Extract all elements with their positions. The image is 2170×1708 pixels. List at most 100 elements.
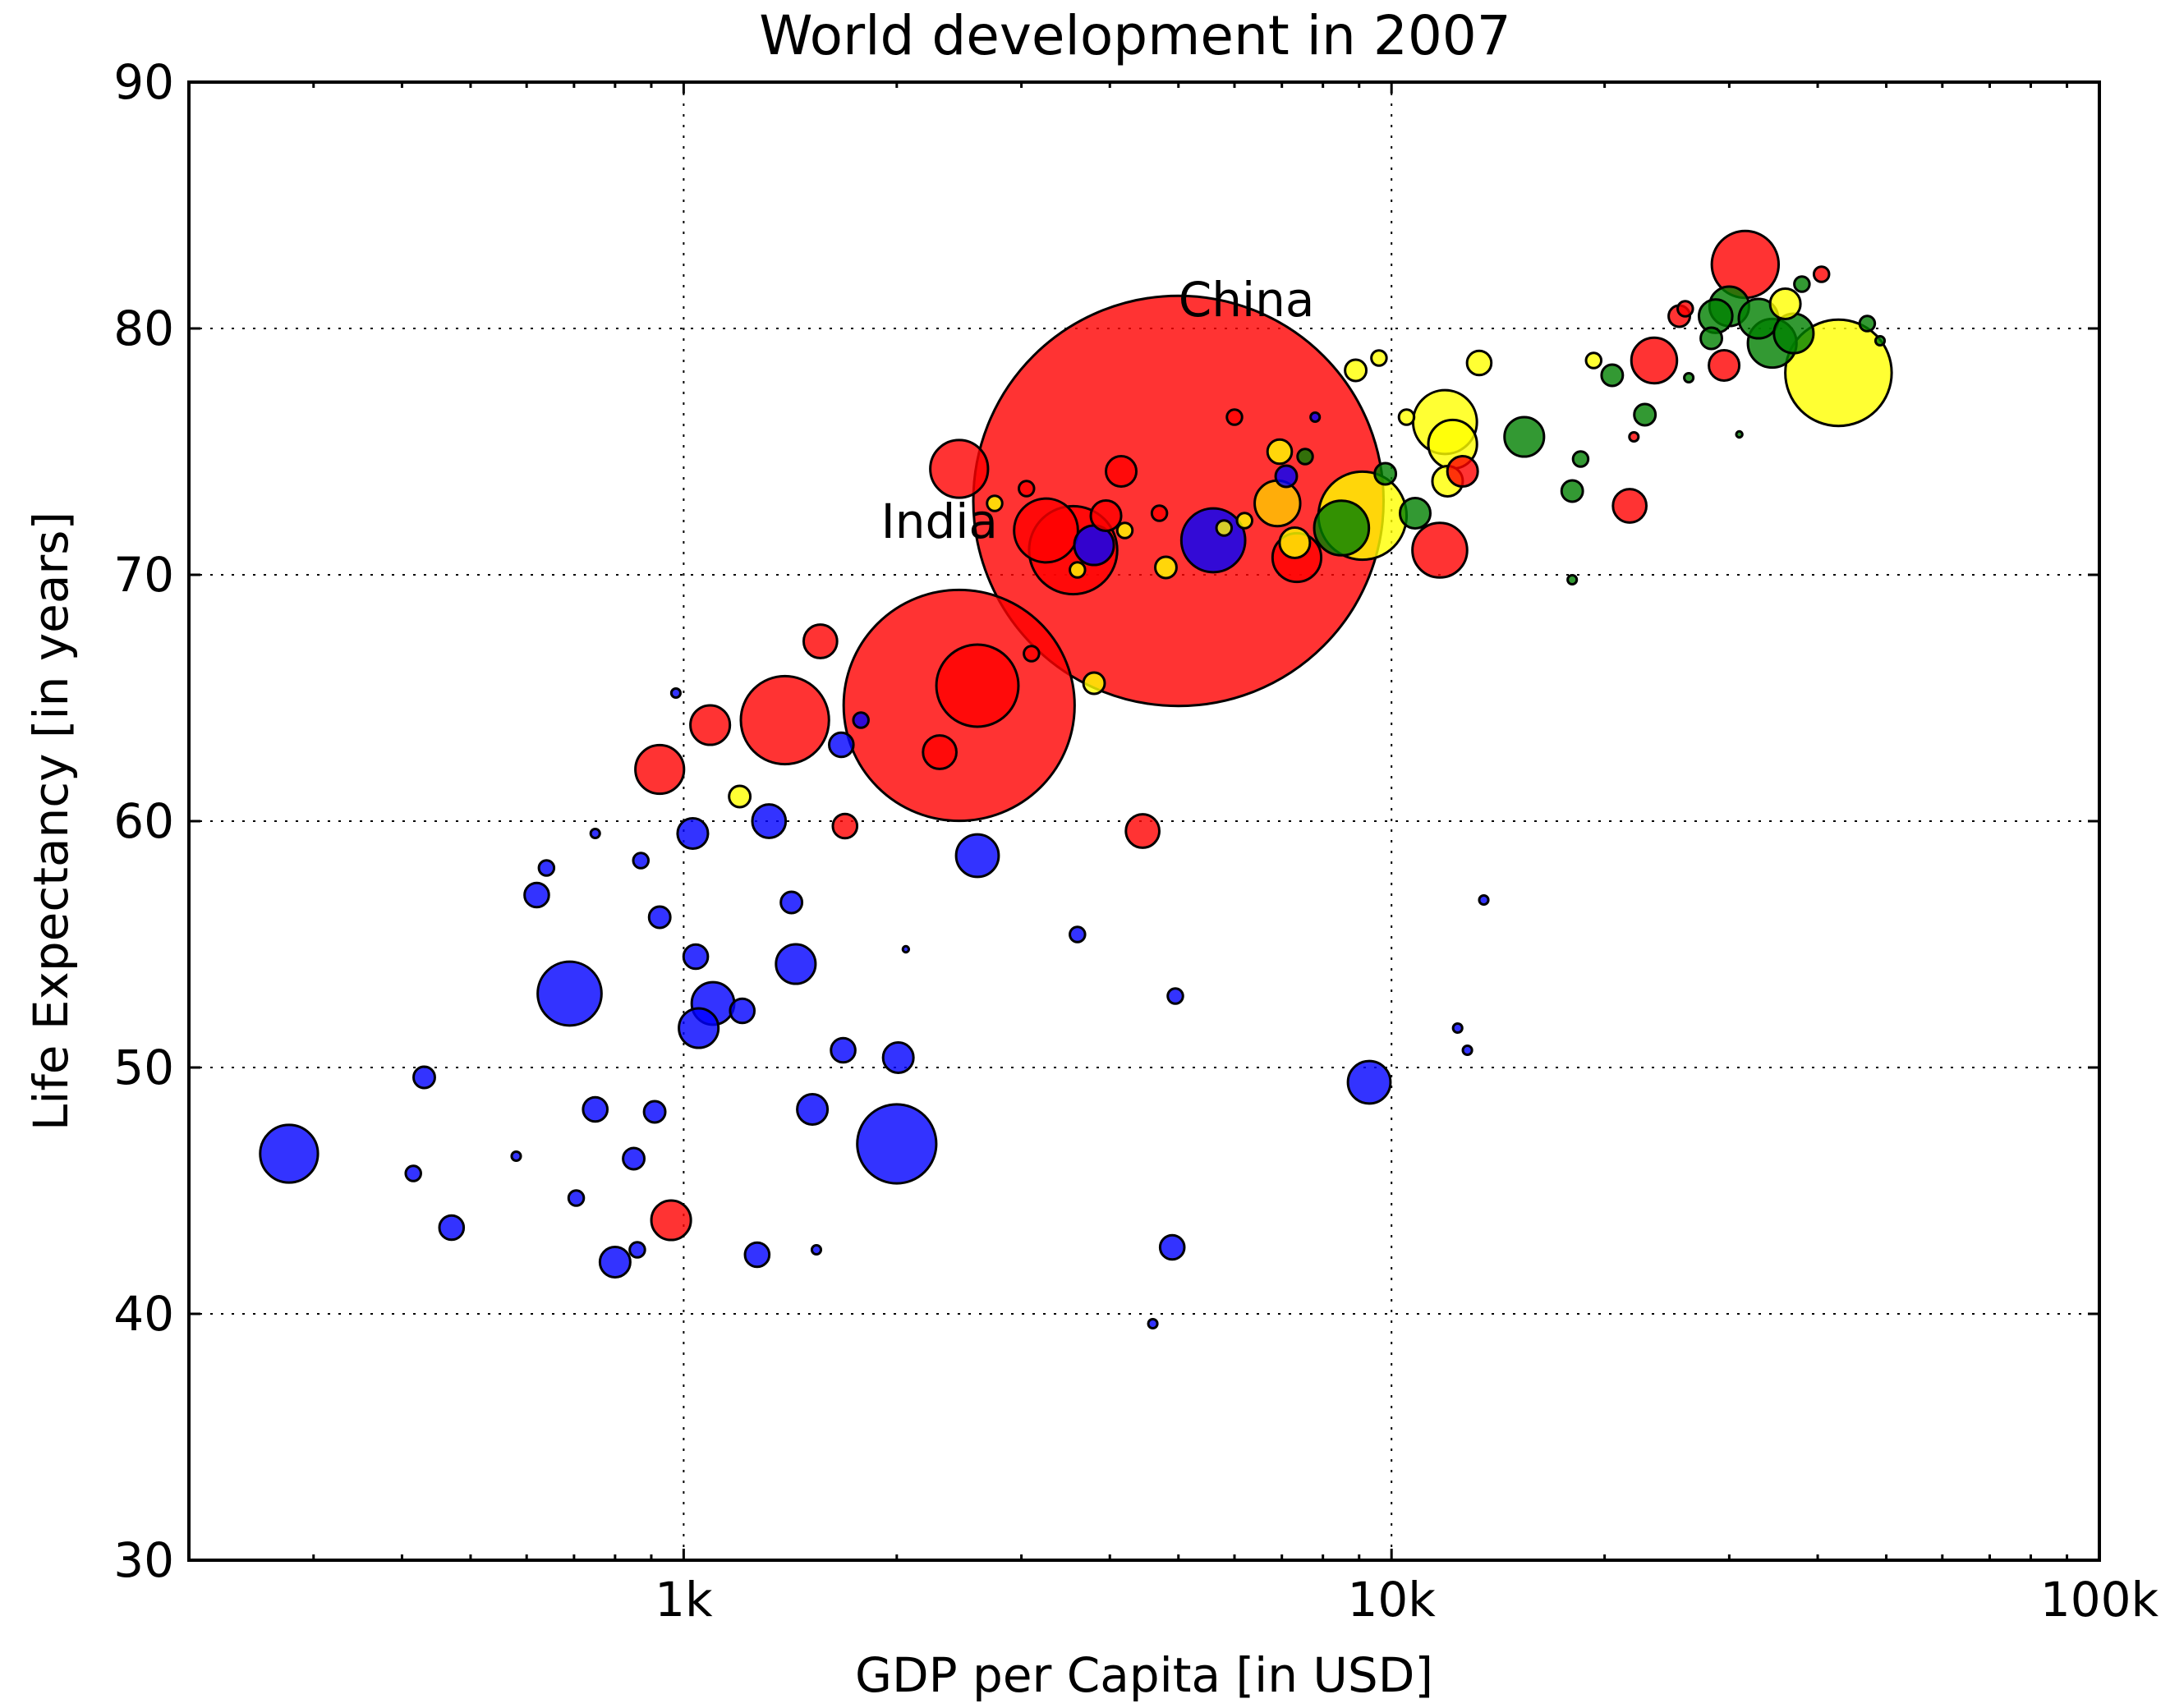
bubble-point — [1571, 450, 1590, 468]
bubble-point — [1461, 1044, 1473, 1057]
bubble-point — [743, 1241, 771, 1269]
x-tick-label: 100k — [2040, 1572, 2159, 1628]
bubble-point — [1179, 507, 1247, 574]
bubble-point — [728, 784, 752, 809]
bubble-point — [1398, 497, 1432, 530]
bubble-point — [1793, 275, 1811, 293]
y-axis-label: Life Expectancy [in years] — [23, 512, 79, 1131]
bubble-point — [1158, 1233, 1186, 1261]
bubble-point — [901, 944, 911, 954]
x-tick-label: 10k — [1347, 1572, 1436, 1628]
bubble-point — [1772, 312, 1815, 355]
bubble-point — [589, 827, 601, 840]
bubble-point — [1633, 402, 1657, 427]
bubble-point — [1628, 430, 1640, 443]
bubble-point — [810, 1243, 823, 1256]
bubble-point — [1105, 455, 1138, 488]
bubble-point — [828, 731, 855, 759]
bubble-point — [1266, 438, 1294, 466]
x-axis-label: GDP per Capita [in USD] — [855, 1647, 1433, 1703]
bubble-point — [1370, 349, 1388, 367]
bubble-point — [852, 711, 870, 729]
bubble-point — [1023, 645, 1041, 663]
bubble-point — [751, 803, 788, 839]
bubble-point — [1278, 526, 1312, 559]
x-tick-label: 1k — [655, 1572, 713, 1628]
bubble-point — [632, 852, 651, 870]
bubble-point — [1600, 363, 1625, 388]
bubble-point — [729, 997, 756, 1025]
bubble-point — [622, 1146, 646, 1171]
ticks: 30 40 50 60 70 80 90 1k 10k 100k — [113, 54, 2159, 1628]
bubble-point — [831, 812, 859, 840]
bubble-point — [259, 1123, 320, 1184]
bubble-point — [650, 1199, 692, 1242]
bubble-point — [1082, 671, 1106, 696]
bubble-point — [1346, 1059, 1392, 1105]
bubble-point — [1584, 351, 1603, 370]
annotation-label: China — [1179, 272, 1315, 328]
bubble-point — [1018, 480, 1036, 498]
bubble-point — [1683, 371, 1695, 384]
y-tick-label: 40 — [113, 1286, 174, 1342]
bubble-point — [1274, 464, 1299, 489]
bubble-point — [1235, 512, 1254, 530]
bubble-point — [669, 686, 682, 700]
bubble-point — [510, 1150, 522, 1163]
bubble-point — [881, 1041, 915, 1074]
bubble-point — [775, 943, 817, 985]
bubble-point — [582, 1095, 609, 1123]
bubble-point — [1069, 561, 1087, 579]
bubble-point — [1735, 429, 1744, 439]
bubble-point — [412, 1065, 436, 1090]
bubble-point — [1873, 334, 1887, 347]
bubble-point — [779, 890, 804, 915]
annotation-label: India — [881, 494, 998, 549]
bubble-point — [1013, 497, 1079, 564]
bubble-point — [689, 704, 732, 746]
bubble-point — [1812, 265, 1831, 283]
bubble-point — [1699, 326, 1723, 351]
bubble-point — [536, 960, 603, 1027]
bubble-point — [856, 1103, 938, 1185]
bubble-point — [1166, 987, 1184, 1005]
bubble-point — [676, 817, 710, 850]
bubble-point — [642, 1100, 667, 1124]
bubble-point — [986, 494, 1004, 512]
bubble-point — [739, 674, 830, 766]
bubble-point — [682, 943, 710, 971]
bubble-point — [1465, 349, 1493, 377]
bubble-point — [1215, 519, 1234, 537]
y-tick-label: 50 — [113, 1040, 174, 1095]
bubble-point — [1115, 521, 1134, 539]
bubble-point — [1344, 358, 1368, 383]
bubble-point — [1069, 925, 1087, 944]
bubble-point — [1676, 300, 1694, 318]
bubble-point — [796, 1093, 830, 1126]
bubble-point — [1373, 461, 1398, 486]
y-tick-label: 30 — [113, 1532, 174, 1588]
bubble-point — [1147, 1317, 1159, 1330]
bubble-point — [935, 643, 1020, 728]
bubble-point — [1708, 349, 1741, 382]
bubble-point — [567, 1189, 586, 1207]
bubble-point — [1309, 411, 1322, 424]
bubble-point — [404, 1164, 422, 1182]
bubble-point — [634, 743, 686, 796]
bubble-point — [598, 1246, 632, 1279]
bubble-point — [830, 1036, 857, 1064]
bubble-point — [1768, 287, 1802, 320]
bubble-point — [628, 1241, 646, 1259]
bubble-layer — [259, 229, 1893, 1330]
y-tick-label: 60 — [113, 793, 174, 849]
bubble-point — [954, 833, 1000, 879]
bubble-point — [537, 859, 556, 877]
bubble-point — [1397, 408, 1416, 426]
bubble-point — [647, 905, 672, 930]
bubble-point — [1560, 479, 1584, 503]
chart-title: World development in 2007 — [759, 4, 1511, 67]
bubble-point — [1566, 573, 1579, 586]
bubble-point — [1089, 499, 1123, 532]
annotations: China India — [881, 272, 1315, 549]
bubble-point — [1154, 555, 1178, 580]
